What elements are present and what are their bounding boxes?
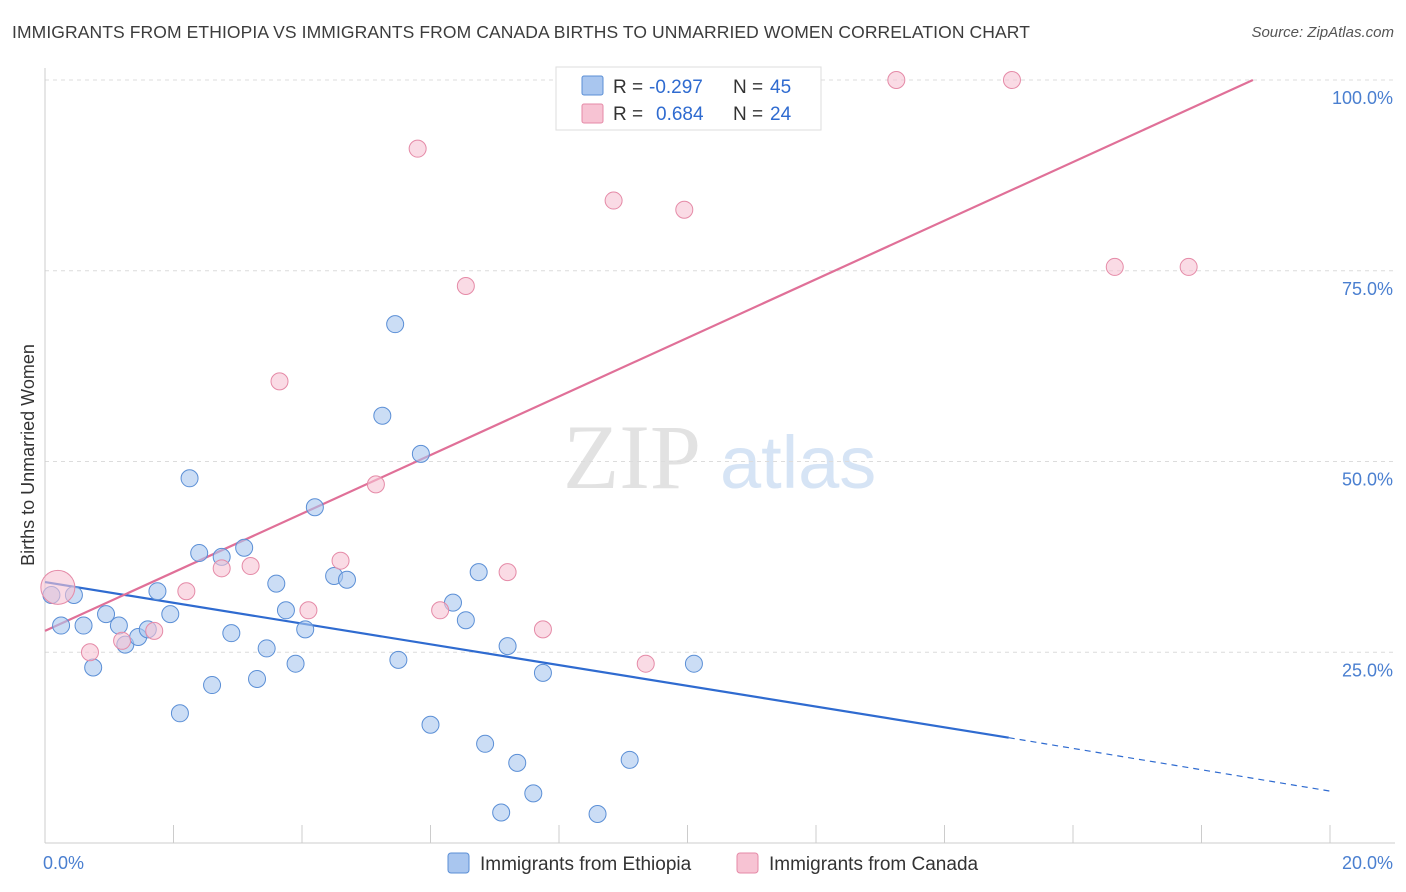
y-tick-label-75: 75.0% [1342,279,1393,299]
legend-r-value-ethiopia: -0.297 [649,77,703,98]
ethiopia-point [386,315,405,334]
legend-n-value-canada: 24 [770,104,792,125]
canada-point [299,601,318,620]
bottom-legend-label-canada: Immigrants from Canada [769,854,979,875]
ethiopia-point [476,734,495,753]
legend-r-value-canada: 0.684 [656,104,704,125]
y-tick-label-50: 50.0% [1342,470,1393,490]
ethiopia-point [684,654,703,673]
ethiopia-point [52,616,71,635]
ethiopia-point [235,538,254,557]
ethiopia-point [248,669,267,688]
ethiopia-point [109,616,128,635]
watermark-zip: ZIP [563,406,701,508]
canada-point [604,191,623,210]
canada-point [270,372,289,391]
ethiopia-point [148,582,167,601]
ethiopia-point [498,637,517,656]
legend-n-label-ethiopia: N = [733,77,763,98]
legend-r-label-canada: R = [613,104,643,125]
ethiopia-trend-line [44,580,1009,739]
ethiopia-point [373,406,392,425]
ethiopia-point [508,753,527,772]
canada-point [675,200,694,219]
ethiopia-point [84,658,103,677]
x-tick-label-1: 20.0% [1342,853,1393,873]
ethiopia-point [180,469,199,488]
ethiopia-point [161,605,180,624]
tick-labels: 100.0% 75.0% 50.0% 25.0% 0.0% 20.0% [43,88,1393,873]
ethiopia-point [456,611,475,630]
legend-swatch-ethiopia [581,75,604,96]
canada-point [498,563,517,582]
ethiopia-point [337,570,356,589]
ethiopia-point [421,715,440,734]
ethiopia-point [469,563,488,582]
ethiopia-point [492,803,511,822]
canada-point [1179,257,1198,276]
stats-legend: R = -0.297 N = 45 R = 0.684 N = 24 [555,66,822,131]
ethiopia-point [276,601,295,620]
ethiopia-point [411,444,430,463]
data-points [40,71,1198,824]
legend-n-label-canada: N = [733,104,763,125]
canada-point [431,601,450,620]
ethiopia-point [190,544,209,563]
canada-point [366,475,385,494]
canada-point [456,277,475,296]
canada-point [533,620,552,639]
ethiopia-point [620,750,639,769]
canada-point [408,139,427,158]
bottom-legend-swatch-ethiopia [447,852,470,874]
ethiopia-point [524,784,543,803]
canada-point [241,557,260,576]
series-legend: Immigrants from Ethiopia Immigrants from… [447,852,979,875]
canada-point [1105,257,1124,276]
canada-point [636,654,655,673]
ethiopia-point [296,620,315,639]
ethiopia-point [257,639,276,658]
canada-point [145,621,164,640]
ethiopia-point [286,654,305,673]
canada-point [113,631,132,650]
ethiopia-point [97,605,116,624]
y-tick-label-100: 100.0% [1332,88,1393,108]
y-axis-label: Births to Unmarried Women [18,344,38,566]
chart-title: IMMIGRANTS FROM ETHIOPIA VS IMMIGRANTS F… [12,22,1030,42]
canada-point [80,643,99,662]
ethiopia-point [533,663,552,682]
ethiopia-point [267,574,286,593]
canada-point [40,569,76,605]
watermark-atlas: atlas [720,421,876,504]
ethiopia-point [305,498,324,517]
legend-swatch-canada [581,103,604,124]
canada-point [1002,71,1021,89]
bottom-legend-swatch-canada [736,852,759,874]
canada-point [887,71,906,89]
canada-point [212,559,231,578]
legend-r-label-ethiopia: R = [613,77,643,98]
ethiopia-point [588,805,607,824]
ethiopia-trend-extension [1008,737,1331,792]
ethiopia-point [74,616,93,635]
legend-n-value-ethiopia: 45 [770,77,791,98]
y-tick-label-25: 25.0% [1342,660,1393,680]
axes [44,68,1395,844]
source-label: Source: ZipAtlas.com [1251,24,1394,41]
canada-trend-line [44,78,1254,632]
ethiopia-point [170,704,189,723]
ethiopia-point [203,676,222,695]
ethiopia-point [222,624,241,643]
canada-point [331,551,350,570]
ethiopia-point [389,650,408,669]
bottom-legend-label-ethiopia: Immigrants from Ethiopia [480,854,692,875]
x-tick-label-0: 0.0% [43,853,84,873]
canada-point [177,582,196,601]
